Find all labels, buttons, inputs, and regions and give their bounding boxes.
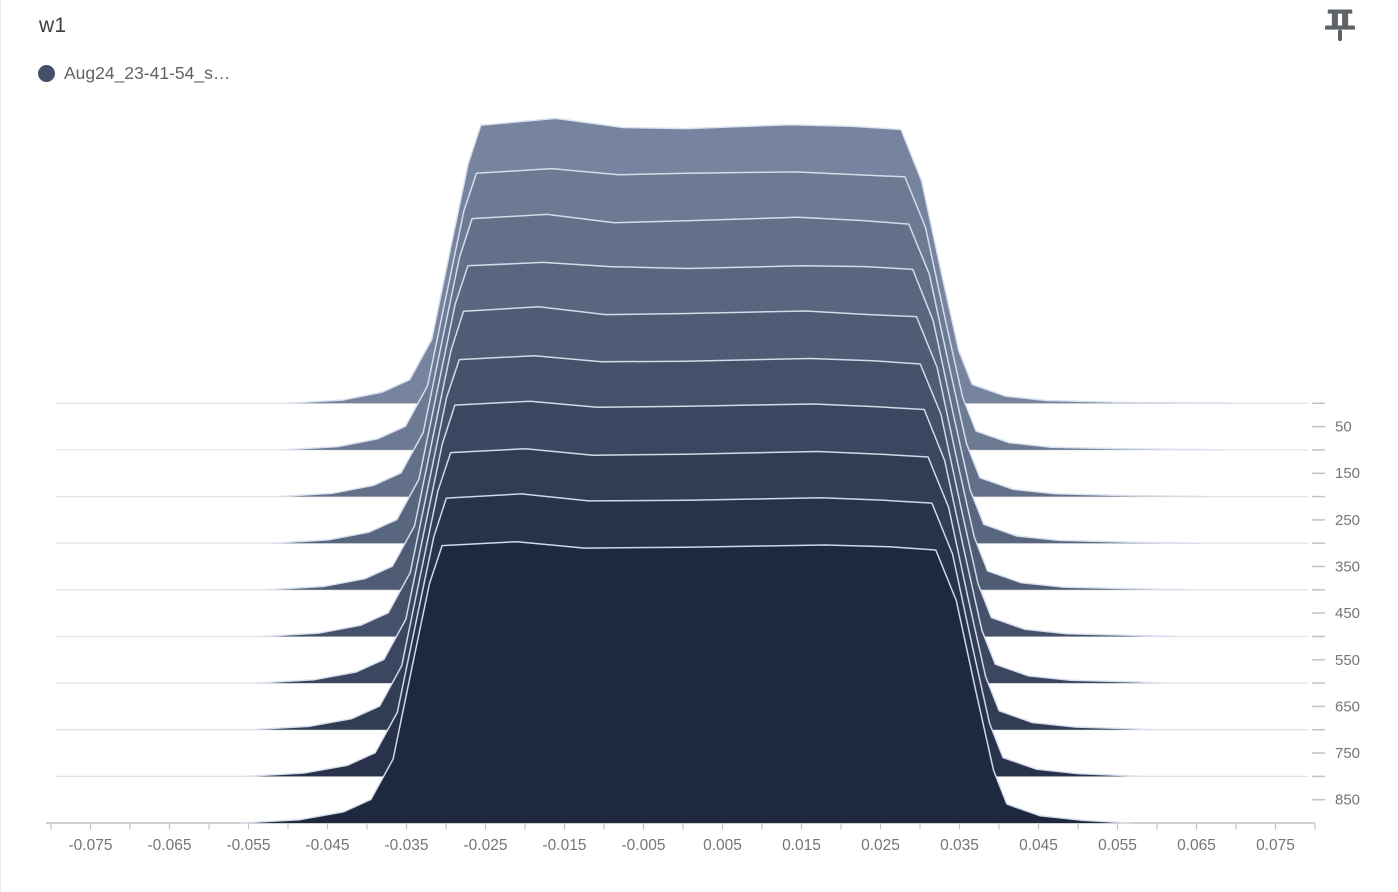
legend-run-label: Aug24_23-41-54_s… [64, 63, 231, 83]
svg-text:0.025: 0.025 [861, 837, 900, 854]
card-title: w1 [39, 14, 67, 37]
svg-text:550: 550 [1335, 652, 1360, 669]
svg-text:-0.035: -0.035 [385, 837, 429, 854]
svg-text:-0.045: -0.045 [306, 837, 350, 854]
svg-text:-0.055: -0.055 [227, 837, 271, 854]
svg-text:-0.025: -0.025 [464, 837, 508, 854]
svg-text:0.065: 0.065 [1177, 837, 1216, 854]
pin-button[interactable] [1325, 7, 1355, 51]
svg-text:250: 250 [1335, 512, 1360, 529]
svg-text:350: 350 [1335, 558, 1360, 575]
svg-text:-0.005: -0.005 [622, 837, 666, 854]
svg-text:0.055: 0.055 [1098, 837, 1137, 854]
svg-text:0.005: 0.005 [703, 837, 742, 854]
svg-text:0.035: 0.035 [940, 837, 979, 854]
pin-icon [1325, 9, 1355, 42]
svg-text:650: 650 [1335, 698, 1360, 715]
svg-text:750: 750 [1335, 745, 1360, 762]
svg-text:0.015: 0.015 [782, 837, 821, 854]
svg-text:450: 450 [1335, 605, 1360, 622]
legend-swatch [38, 65, 55, 82]
svg-text:150: 150 [1335, 465, 1360, 482]
svg-text:50: 50 [1335, 419, 1352, 436]
svg-text:0.045: 0.045 [1019, 837, 1058, 854]
svg-text:-0.065: -0.065 [148, 837, 192, 854]
svg-text:-0.075: -0.075 [69, 837, 113, 854]
svg-text:850: 850 [1335, 792, 1360, 809]
legend: Aug24_23-41-54_s… [38, 63, 230, 84]
svg-text:-0.015: -0.015 [543, 837, 587, 854]
svg-text:0.075: 0.075 [1256, 837, 1295, 854]
